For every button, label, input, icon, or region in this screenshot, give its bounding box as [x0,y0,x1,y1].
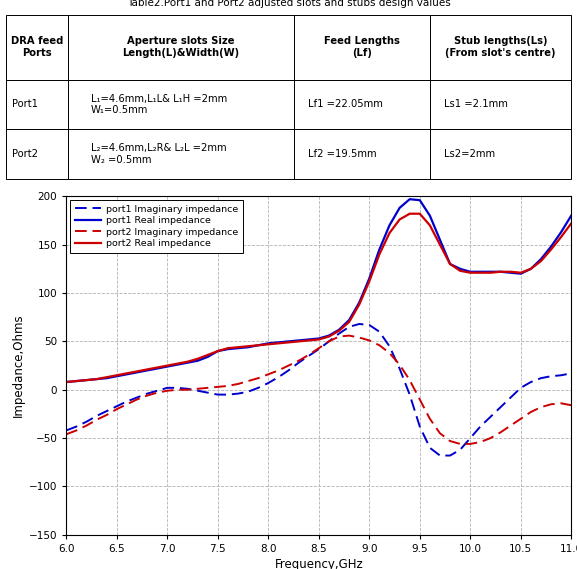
Line: port2 Imaginary impedance: port2 Imaginary impedance [66,336,571,444]
port2 Real impedance [174,360,181,367]
port1 Imaginary impedance [436,452,443,459]
port2 Imaginary impedance [406,377,413,384]
port1 Real impedance [174,361,181,368]
port1 Real impedance [436,237,443,244]
port2 Imaginary impedance [457,440,464,447]
port2 Real impedance [568,220,575,227]
port1 Real impedance [396,204,403,211]
X-axis label: Frequency,GHz: Frequency,GHz [275,558,363,569]
port2 Real impedance [396,216,403,223]
port2 Imaginary impedance [346,332,353,339]
port2 Imaginary impedance [63,431,70,438]
port2 Imaginary impedance [214,384,221,390]
port1 Imaginary impedance [214,391,221,398]
port2 Imaginary impedance [436,430,443,437]
Line: port2 Real impedance: port2 Real impedance [66,214,571,382]
port2 Imaginary impedance [174,386,181,393]
Text: Table2.Port1 and Port2 adjusted slots and stubs design values: Table2.Port1 and Port2 adjusted slots an… [126,0,451,8]
port2 Real impedance [214,348,221,354]
Legend: port1 Imaginary impedance, port1 Real impedance, port2 Imaginary impedance, port: port1 Imaginary impedance, port1 Real im… [70,200,243,253]
port1 Imaginary impedance [355,320,362,327]
port1 Imaginary impedance [447,452,454,459]
port2 Imaginary impedance [557,400,564,407]
port1 Real impedance [557,229,564,236]
port2 Real impedance [436,241,443,248]
port1 Imaginary impedance [174,385,181,391]
port1 Imaginary impedance [557,372,564,379]
port1 Real impedance [568,212,575,219]
port2 Real impedance [63,378,70,385]
port2 Real impedance [557,233,564,240]
port1 Real impedance [214,348,221,354]
Y-axis label: Impedance,Ohms: Impedance,Ohms [12,314,25,418]
port1 Real impedance [406,196,413,203]
port1 Imaginary impedance [406,391,413,398]
port1 Imaginary impedance [224,391,231,398]
port2 Real impedance [224,345,231,352]
Line: port1 Real impedance: port1 Real impedance [66,199,571,382]
Line: port1 Imaginary impedance: port1 Imaginary impedance [66,324,571,456]
port1 Real impedance [63,378,70,385]
port1 Real impedance [224,346,231,353]
port1 Imaginary impedance [568,370,575,377]
port2 Imaginary impedance [568,402,575,409]
port2 Imaginary impedance [224,382,231,389]
port2 Real impedance [406,211,413,217]
port1 Imaginary impedance [63,427,70,434]
